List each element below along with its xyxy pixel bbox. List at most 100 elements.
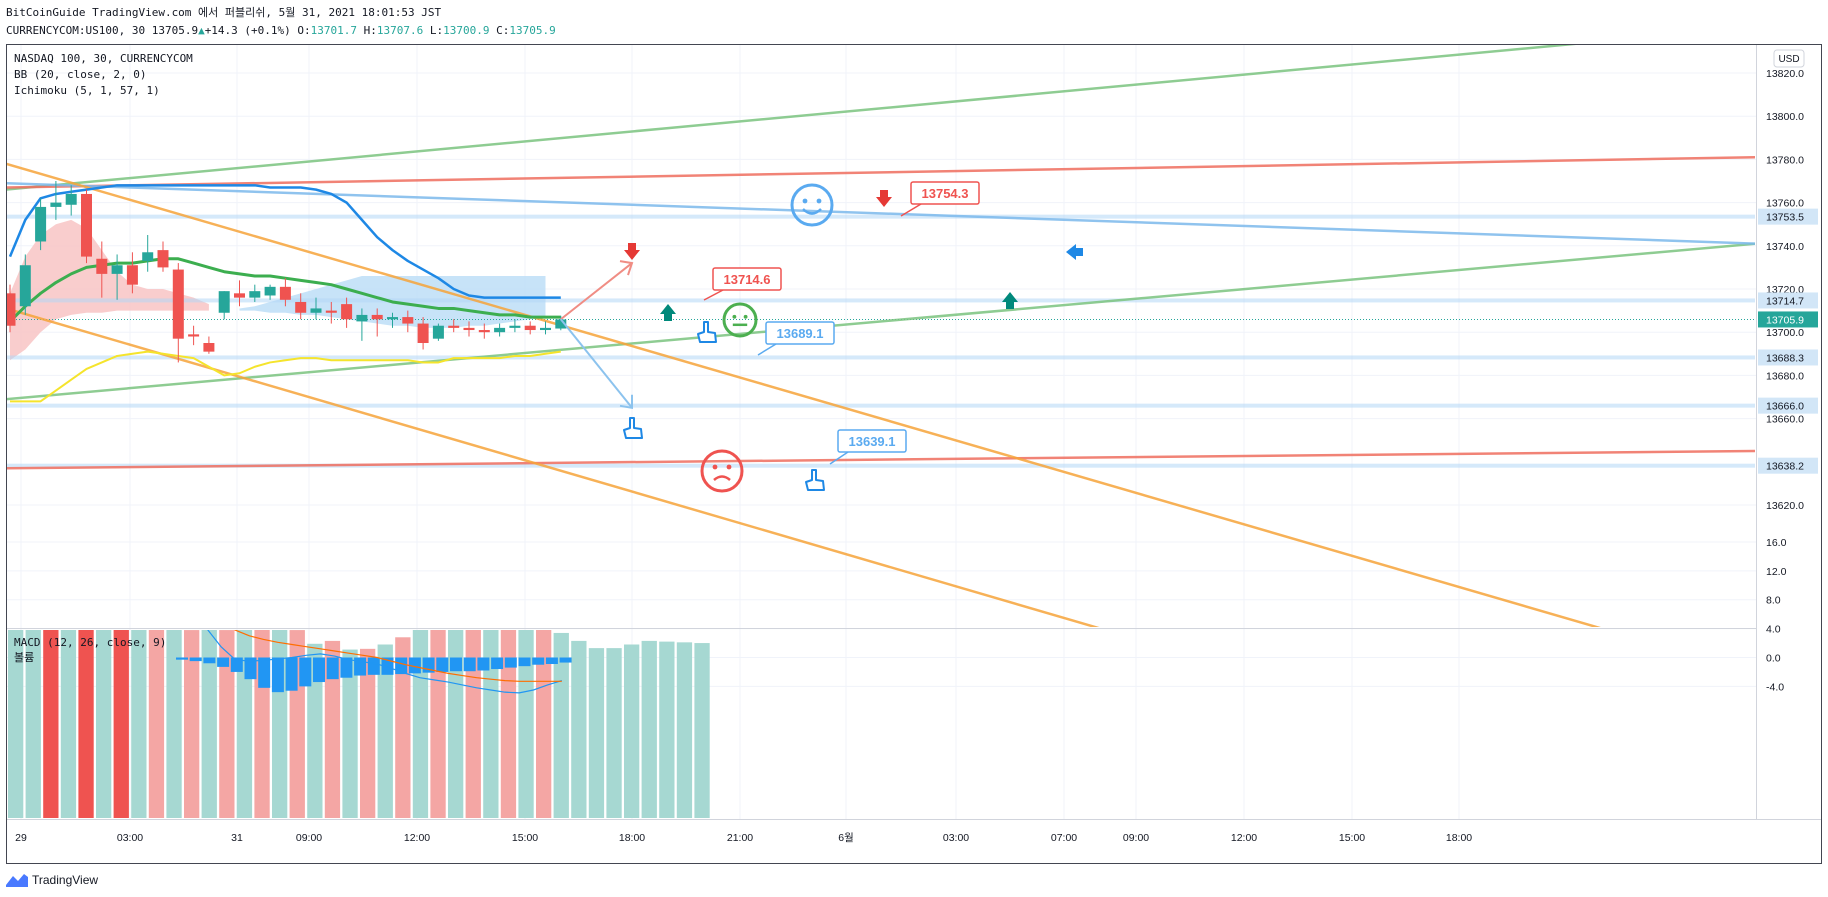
callout-13714: 13714.6 [703,267,782,301]
price-tick-label: 13660.0 [1766,414,1804,426]
price-axis[interactable]: 13820.013800.013780.013760.013740.013720… [1758,68,1818,693]
trend-lines [7,45,1755,627]
sad-face-icon-mouth [713,475,731,481]
upper-red-line [7,156,1755,189]
pointing-hand-icon [697,321,717,343]
open-value: 13701.7 [310,24,358,37]
candle-body [540,327,551,331]
callout-13639-text: 13639.1 [849,434,896,449]
chart-frame[interactable]: 13754.3 13714.6 13689.1 13639.1 13820.0 1380… [6,44,1822,864]
time-tick-label: 15:00 [512,832,538,844]
publish-info: BitCoinGuide TradingView.com 에서 퍼블리쉬, 5월… [6,6,442,19]
pointing-hand-icon-shape [805,469,825,491]
currency-label: USD [1778,54,1799,65]
volume-bar [694,643,710,818]
candle-body [432,325,444,339]
tradingview-logo[interactable]: TradingView [6,872,98,888]
volume-bar [536,630,552,818]
macd-histogram-bar [545,657,558,664]
time-tick-label: 18:00 [1446,832,1472,844]
callout-13639: 13639.1 [829,429,907,465]
time-tick-label: 07:00 [1051,832,1077,844]
main-pane[interactable]: 13754.3 13714.6 13689.1 13639.1 [6,44,1757,820]
chart-canvas[interactable]: 13754.3 13714.6 13689.1 13639.1 13820.0 1380… [6,44,1822,864]
happy-face-icon-outline [790,183,834,227]
volume-bar [659,641,675,818]
level-line [7,463,1755,468]
sad-face-icon-eye [726,464,732,470]
volume-bar [395,637,411,818]
macd-bars [8,630,710,818]
callout-13754: 13754.3 [900,181,980,217]
lower-orange-channel [7,307,1100,627]
high-value: 13707.6 [376,24,424,37]
macd-histogram-bar [189,657,202,662]
volume-bar [96,630,112,818]
level-line [7,403,1755,408]
bb-upper-line [8,184,561,299]
macd-histogram-bar [230,657,243,672]
macd-histogram-bar [258,657,271,688]
macd-histogram-bar [244,657,257,680]
macd-lines [207,630,562,694]
upper-green-channel [7,45,1576,191]
volume-bar [166,630,182,818]
red-down-arrow-icon-shape [624,243,640,260]
volume-bar [500,630,517,818]
down-projection-arrow [560,318,633,409]
up-projection-arrow [560,262,633,321]
price-tick-label: 13820.0 [1766,68,1804,80]
time-tick-label: 6월 [838,832,854,844]
macd-pane[interactable] [8,549,710,818]
sad-face-icon-outline [700,449,744,493]
currency-badge[interactable]: USD [1773,49,1805,68]
macd-tick-label: 12.0 [1766,566,1787,578]
time-tick-label: 21:00 [727,832,753,844]
candle-body [188,334,200,337]
pointing-hand-icon [805,469,825,491]
level-price-badge [1758,457,1818,474]
green-up-arrow-icon [660,304,676,321]
time-axis[interactable]: 29 03:00 31 09:00 12:00 15:00 18:00 21:00 6월 03:0… [15,832,1472,844]
candle-body [249,291,261,298]
legend: NASDAQ 100, 30, CURRENCYCOM BB (20, clos… [14,52,193,664]
sad-face-icon [700,449,744,493]
candle-body [7,293,16,326]
macd-histogram-bar [340,657,353,678]
time-tick-label: 12:00 [1231,832,1257,844]
change-arrow-icon: ▲ [198,24,205,37]
callout-13689-text: 13689.1 [777,326,824,341]
time-tick-label: 09:00 [296,832,322,844]
neutral-face-icon-outline [722,302,758,338]
candle-body [478,330,490,333]
candle-body [402,317,414,324]
macd-histogram-bar [477,657,490,671]
candle-body [126,265,138,285]
time-tick-label: 03:00 [943,832,969,844]
time-tick-label: 09:00 [1123,832,1149,844]
candle-body [142,252,154,261]
macd-histogram-bar [285,657,298,691]
volume-bar [131,630,147,818]
legend-title: NASDAQ 100, 30, CURRENCYCOM [14,52,193,65]
volume-bar [60,630,77,818]
macd-histogram-bar [381,657,394,675]
open-label: O: [297,24,311,37]
macd-histogram-bar [518,657,531,667]
candle-body [494,327,506,333]
candle-body [524,325,536,331]
volume-bar [588,648,605,818]
volume-bar [430,630,446,818]
horizontal-levels [7,214,1755,468]
volume-bar [148,630,165,818]
level-line [7,214,1755,219]
macd-histogram-bar [326,657,339,680]
macd-histogram-bar [313,657,325,683]
tradingview-brand: TradingView [32,873,99,887]
macd-histogram-bar [217,657,230,667]
neutral-face-icon-eye [732,314,737,319]
pointing-hand-icon-shape [697,321,717,343]
green-up-arrow-icon-shape [1002,292,1018,309]
volume-bar [184,630,200,818]
candle-body [19,265,31,307]
